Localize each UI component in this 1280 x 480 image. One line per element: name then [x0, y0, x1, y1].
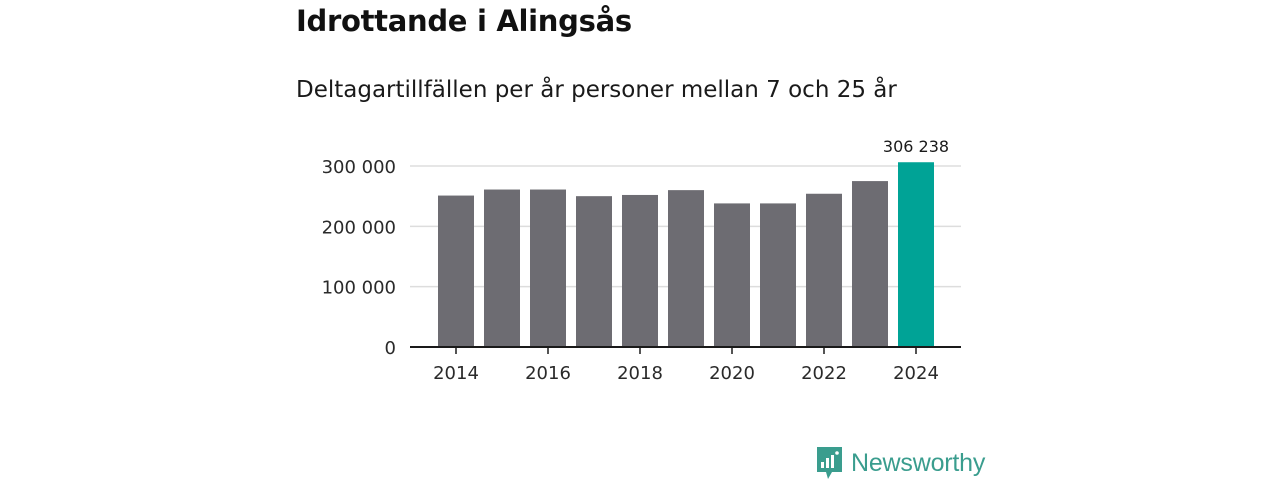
brand-name: Newsworthy — [851, 448, 986, 477]
data-label: 306 238 — [883, 137, 949, 156]
bar — [530, 189, 566, 347]
bar — [714, 203, 750, 347]
bar — [576, 196, 612, 347]
bar — [898, 162, 934, 347]
x-tick-label: 2022 — [801, 363, 847, 384]
x-tick-label: 2024 — [893, 363, 939, 384]
bar-chart: 0 100 000 200 000 300 000 2014 2016 2018 2020 20… — [322, 137, 961, 384]
chart-title: Idrottande i Alingsås — [296, 4, 632, 38]
bar — [622, 194, 658, 347]
y-tick-label: 0 — [385, 338, 396, 359]
bar — [852, 181, 888, 347]
bar-chart-logo-icon — [817, 447, 842, 479]
chart-subtitle: Deltagartillfällen per år personer mella… — [296, 77, 897, 103]
bar — [806, 193, 842, 347]
bar — [438, 195, 474, 347]
x-tick-label: 2016 — [525, 363, 571, 384]
x-tick-label: 2018 — [617, 363, 663, 384]
bar — [668, 190, 704, 347]
bar — [484, 189, 520, 347]
bar — [760, 203, 796, 347]
brand-logo: Newsworthy — [815, 446, 985, 480]
y-tick-label: 200 000 — [322, 217, 396, 238]
x-tick-label: 2014 — [433, 363, 479, 384]
x-tick-label: 2020 — [709, 363, 755, 384]
y-tick-label: 300 000 — [322, 157, 396, 178]
y-tick-label: 100 000 — [322, 278, 396, 299]
